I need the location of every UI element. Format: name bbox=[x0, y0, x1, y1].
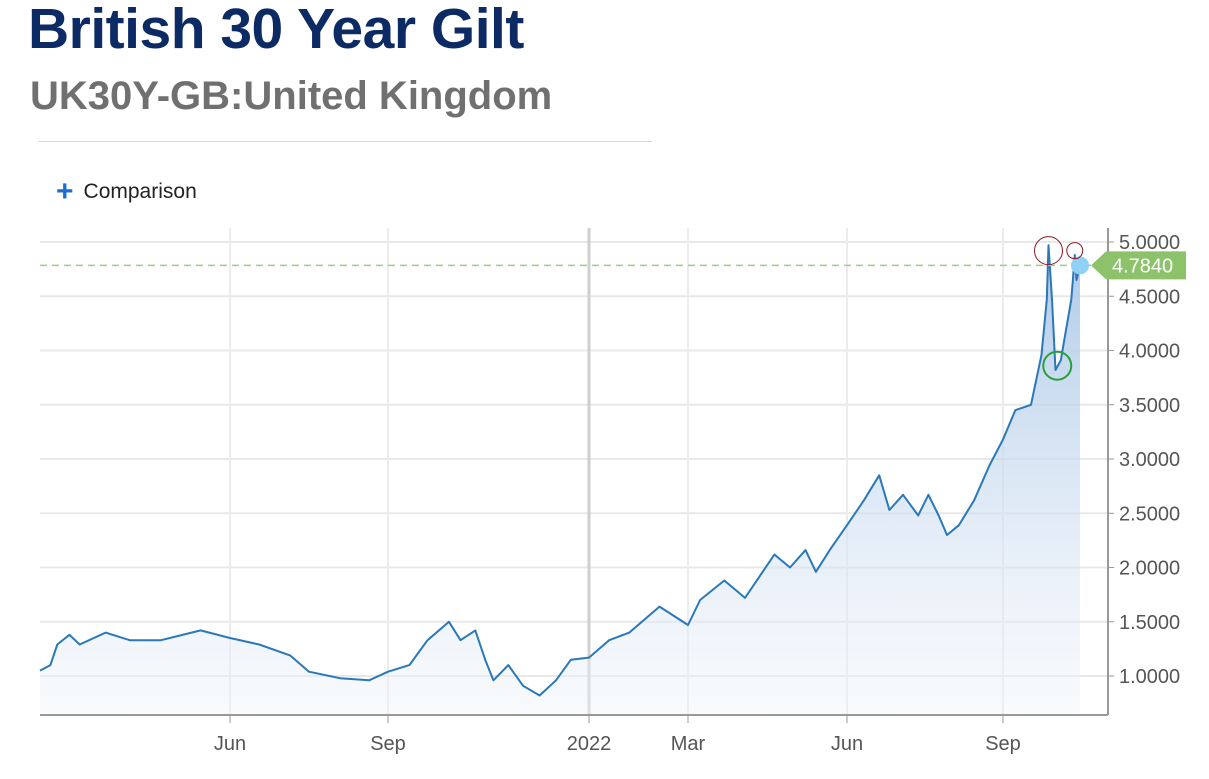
y-tick-label: 5.0000 bbox=[1119, 232, 1180, 254]
y-tick-label: 2.5000 bbox=[1119, 503, 1180, 525]
y-tick-label: 4.5000 bbox=[1119, 286, 1180, 308]
y-tick-label: 1.5000 bbox=[1119, 612, 1180, 634]
x-tick-label: 2022 bbox=[567, 733, 612, 755]
y-tick-label: 2.0000 bbox=[1119, 558, 1180, 580]
series-area bbox=[40, 245, 1080, 716]
last-value-label: 4.7840 bbox=[1112, 255, 1173, 277]
x-tick-label: Jun bbox=[831, 733, 863, 755]
current-value-marker bbox=[1071, 256, 1089, 275]
series-line bbox=[39, 244, 1081, 697]
x-tick-label: Mar bbox=[671, 733, 706, 755]
green-annotation-circle bbox=[1042, 350, 1073, 381]
y-tick-label: 1.0000 bbox=[1119, 666, 1180, 688]
x-tick-label: Sep bbox=[370, 733, 406, 755]
red-annotation-circle bbox=[1066, 242, 1084, 260]
divider bbox=[38, 141, 652, 142]
red-annotation-circle bbox=[1034, 236, 1063, 266]
x-tick-label: Jun bbox=[214, 733, 246, 755]
page-title: British 30 Year Gilt bbox=[28, 0, 524, 61]
y-tick-label: 4.0000 bbox=[1119, 341, 1180, 363]
last-value-tag bbox=[1091, 251, 1186, 280]
instrument-subtitle: UK30Y-GB:United Kingdom bbox=[30, 74, 553, 118]
y-tick-label: 3.5000 bbox=[1119, 395, 1180, 417]
x-tick-label: Sep bbox=[985, 733, 1021, 755]
comparison-label: Comparison bbox=[83, 180, 197, 203]
plus-icon: + bbox=[56, 175, 74, 208]
y-tick-label: 3.0000 bbox=[1119, 449, 1180, 471]
add-comparison-button[interactable]: + Comparison bbox=[56, 175, 197, 208]
